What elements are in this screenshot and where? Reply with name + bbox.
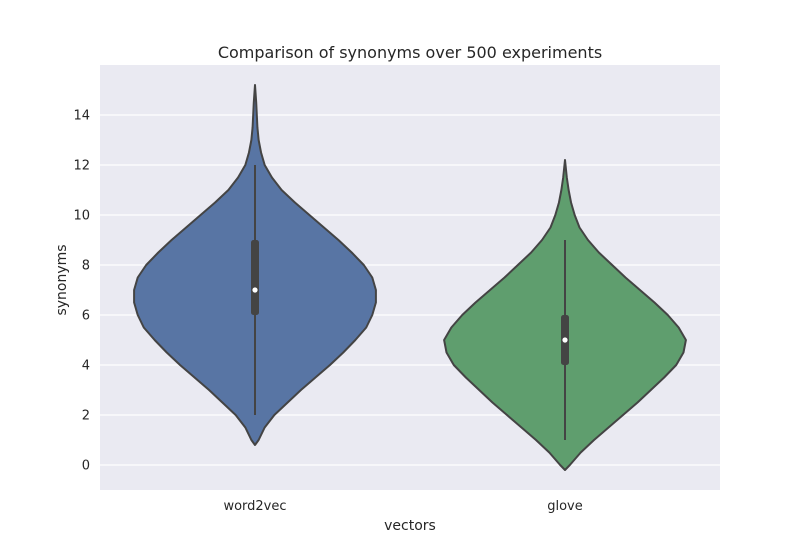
violin-median-point — [252, 287, 258, 293]
y-tick-label: 0 — [82, 459, 90, 474]
y-axis-title: synonyms — [54, 244, 70, 315]
x-axis-ticks: word2vec glove — [223, 499, 582, 514]
y-tick-label: 10 — [73, 209, 90, 224]
y-tick-label: 8 — [82, 259, 90, 274]
x-tick-label: word2vec — [223, 499, 286, 514]
x-tick-label: glove — [547, 499, 583, 514]
x-axis-title: vectors — [384, 518, 436, 534]
y-tick-label: 12 — [73, 159, 90, 174]
violin-median-point — [562, 337, 568, 343]
y-tick-label: 6 — [82, 309, 90, 324]
y-tick-label: 2 — [82, 409, 90, 424]
violins — [133, 84, 687, 471]
chart-title: Comparison of synonyms over 500 experime… — [218, 43, 602, 62]
violin-iqr-box — [251, 240, 259, 315]
y-tick-label: 4 — [82, 359, 90, 374]
y-tick-label: 14 — [73, 109, 90, 124]
y-axis-ticks: 0 2 4 6 8 10 12 14 — [73, 109, 90, 474]
